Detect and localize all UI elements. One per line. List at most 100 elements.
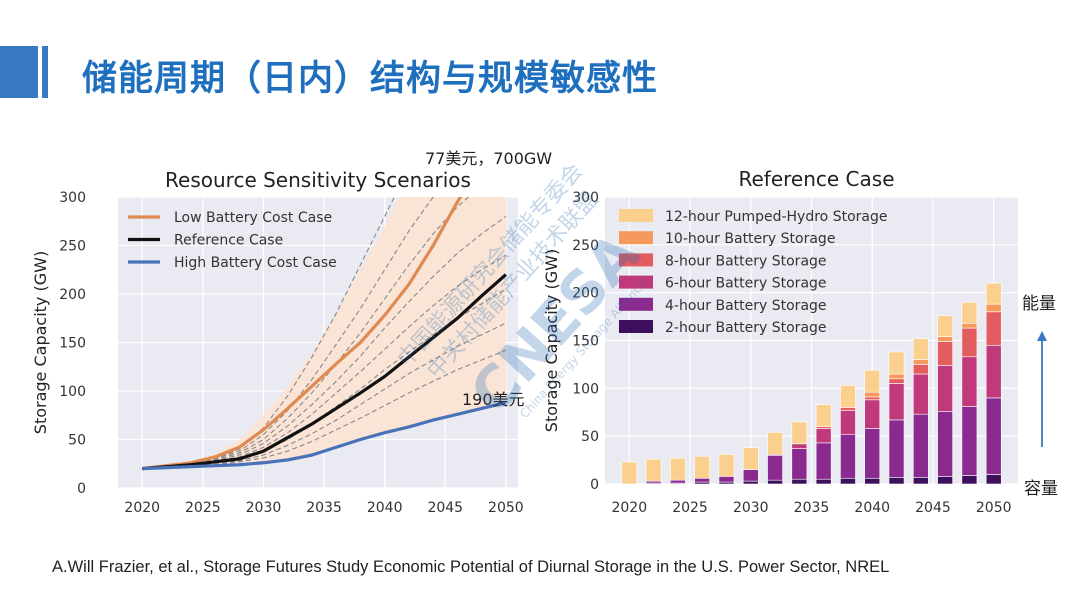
annotation-mid: 190美元	[462, 390, 525, 409]
stacked-bar-segment	[937, 336, 953, 342]
stacked-bar-segment	[767, 479, 783, 485]
bar-chart-ytick-label: 50	[581, 429, 599, 445]
stacked-bar-segment	[888, 383, 905, 421]
stacked-bar-segment	[718, 454, 735, 477]
legend-swatch	[619, 209, 653, 222]
stacked-bar-segment	[742, 480, 759, 485]
bar-chart-xtick-label: 2020	[611, 500, 647, 516]
line-chart-ytick-label: 100	[59, 384, 86, 400]
citation: A.Will Frazier, et al., Storage Futures …	[52, 558, 890, 576]
annotation-top: 77美元，700GW	[425, 149, 553, 168]
stacked-bar-segment	[791, 448, 808, 480]
sensitivity-band	[142, 197, 506, 469]
stacked-bar-segment	[912, 364, 929, 375]
bar-chart-xtick-label: 2025	[672, 500, 708, 516]
stacked-bar-segment	[912, 338, 929, 360]
bar-chart-group: 0 50 100 150 200 250 300 2020 2025 2030 2035 2040 20…	[542, 167, 1018, 516]
scenario-dashed-line	[142, 197, 470, 470]
stacked-bar-segment	[864, 369, 881, 393]
stacked-bar-segment	[694, 477, 711, 483]
line-chart-ylabel: Storage Capacity (GW)	[31, 251, 50, 434]
stacked-bar-segment	[694, 455, 711, 479]
stacked-bar-segment	[791, 421, 808, 445]
legend-label: 10-hour Battery Storage	[665, 231, 835, 247]
bar-chart-xtick-label: 2040	[854, 500, 890, 516]
stacked-bar-segment	[937, 410, 953, 477]
stacked-bar-segment	[937, 365, 953, 412]
stacked-bar-segment	[961, 356, 978, 407]
stacked-bar-segment	[767, 454, 783, 481]
stacked-bar-segment	[912, 477, 929, 485]
stacked-bar-segment	[888, 477, 905, 485]
scenario-dashed-line	[142, 197, 395, 470]
bar-chart-ytick-label: 0	[590, 477, 599, 493]
bar-chart-ytick-label: 150	[572, 334, 599, 350]
series-line	[142, 197, 463, 471]
stacked-bar-segment	[742, 447, 759, 470]
line-chart-ytick-label: 50	[68, 433, 86, 449]
legend-label: 4-hour Battery Storage	[665, 298, 827, 314]
stacked-bar-segment	[840, 477, 856, 485]
bar-chart-xtick-label: 2050	[976, 500, 1012, 516]
line-chart-xtick-label: 2025	[185, 500, 221, 516]
energy-label: 能量	[1022, 294, 1056, 314]
energy-arrow-head	[1037, 331, 1047, 341]
stacked-bar-segment	[718, 476, 735, 483]
bar-chart-title: Reference Case	[738, 167, 894, 191]
line-chart-group: 0 50 100 150 200 250 300 2020 2025 2030 2035 2040 20…	[31, 168, 524, 516]
line-chart-xtick-label: 2020	[124, 500, 160, 516]
stacked-bar-segment	[888, 351, 905, 375]
stacked-bar-segment	[791, 443, 808, 449]
line-chart-xtick-label: 2045	[427, 500, 463, 516]
stacked-bar-segment	[864, 477, 881, 485]
stacked-bar-segment	[961, 327, 978, 358]
stacked-bar-segment	[985, 474, 1002, 485]
line-chart-ytick-label: 250	[59, 239, 86, 255]
stacked-bar-segment	[840, 433, 856, 479]
legend-swatch	[619, 297, 653, 311]
stacked-bar-segment	[670, 457, 686, 481]
line-chart-ytick-label: 200	[59, 287, 86, 303]
legend-swatch	[619, 253, 653, 267]
stacked-bar-segment	[864, 396, 881, 401]
stacked-bar-segment	[767, 432, 783, 455]
legend-label: 12-hour Pumped-Hydro Storage	[665, 209, 887, 225]
legend-label: 2-hour Battery Storage	[665, 320, 827, 336]
stacked-bar-segment	[645, 458, 662, 482]
bar-chart-xtick-label: 2030	[733, 500, 769, 516]
stacked-bar-segment	[815, 404, 832, 427]
line-chart-xtick-label: 2050	[488, 500, 524, 516]
stacked-bar-segment	[937, 476, 953, 485]
stacked-bar-segment	[961, 322, 978, 329]
stacked-bar-segment	[815, 478, 832, 485]
stacked-bar-segment	[888, 419, 905, 478]
legend-label: Reference Case	[174, 233, 283, 249]
legend-label: 8-hour Battery Storage	[665, 253, 827, 269]
bar-chart-ylabel: Storage Capacity (GW)	[542, 249, 561, 432]
stacked-bar-segment	[961, 406, 978, 476]
stacked-bar-segment	[985, 344, 1002, 399]
line-chart-ytick-label: 0	[77, 481, 86, 497]
stacked-bar-segment	[815, 442, 832, 480]
series-line	[142, 401, 507, 471]
stacked-bar-segment	[985, 282, 1002, 305]
stacked-bar-segment	[961, 475, 978, 485]
stacked-bar-segment	[621, 461, 638, 485]
title-accent-stripe	[42, 46, 48, 98]
series-line	[142, 273, 507, 471]
stacked-bar-segment	[815, 428, 832, 444]
capacity-label: 容量	[1024, 479, 1058, 499]
stacked-bar-segment	[840, 385, 856, 408]
bar-chart-ytick-label: 200	[572, 286, 599, 302]
stacked-bar-segment	[840, 410, 856, 435]
stacked-bar-segment	[670, 479, 686, 484]
bar-chart-ytick-label: 300	[572, 190, 599, 206]
stacked-bar-segment	[937, 341, 953, 366]
bar-chart-xtick-label: 2035	[794, 500, 830, 516]
bar-chart-xtick-label: 2045	[915, 500, 951, 516]
title-accent-bar	[0, 46, 38, 98]
stacked-bar-segment	[864, 428, 881, 479]
line-chart-xtick-label: 2040	[367, 500, 403, 516]
stacked-bar-segment	[888, 373, 905, 380]
